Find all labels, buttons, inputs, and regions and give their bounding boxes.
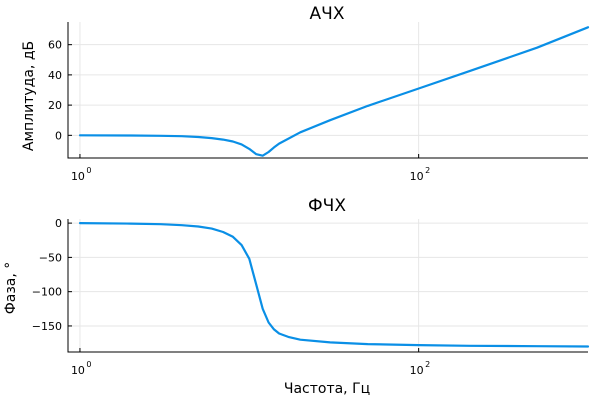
magnitude-y-ticks: 0 20 40 60 bbox=[48, 39, 72, 142]
magnitude-y-tick-label: 20 bbox=[48, 99, 62, 112]
phase-x-tick-exponent: 2 bbox=[425, 360, 430, 369]
magnitude-y-axis-label: Амплитуда, дБ bbox=[21, 41, 37, 151]
phase-series-line bbox=[78, 222, 590, 348]
phase-x-ticks: 10 0 10 2 bbox=[71, 348, 430, 377]
phase-y-tick-label: 0 bbox=[55, 217, 62, 230]
phase-panel: ФЧХ Фаза, ° Частота, Гц 10 0 10 2 0−50−100−… bbox=[3, 196, 590, 397]
phase-y-ticks: 0 −50 −100 −150 bbox=[32, 217, 72, 333]
phase-x-tick-label: 10 bbox=[71, 364, 85, 377]
magnitude-y-tick-label: 40 bbox=[48, 69, 62, 82]
phase-y-tick-label: −100 bbox=[32, 286, 62, 299]
phase-x-tick-exponent: 0 bbox=[86, 360, 91, 369]
magnitude-axes-frame bbox=[67, 22, 588, 159]
phase-y-axis-label: Фаза, ° bbox=[3, 262, 19, 315]
magnitude-x-tick-exponent: 2 bbox=[425, 166, 430, 175]
phase-x-axis-label: Частота, Гц bbox=[284, 381, 370, 397]
phase-series bbox=[78, 222, 590, 348]
magnitude-y-tick-label: 0 bbox=[55, 129, 62, 142]
phase-x-tick-label: 10 bbox=[410, 364, 424, 377]
phase-axes-frame bbox=[67, 219, 588, 353]
phase-title: ФЧХ bbox=[308, 196, 346, 216]
magnitude-x-ticks: 10 0 10 2 bbox=[71, 154, 430, 183]
phase-y-tick-label: −50 bbox=[39, 251, 62, 264]
magnitude-y-tick-label: 60 bbox=[48, 39, 62, 52]
magnitude-series-line bbox=[78, 26, 590, 157]
magnitude-series bbox=[78, 26, 590, 157]
phase-gridlines bbox=[68, 219, 588, 352]
magnitude-gridlines bbox=[68, 22, 588, 158]
magnitude-x-tick-label: 10 bbox=[410, 170, 424, 183]
magnitude-x-tick-label: 10 bbox=[71, 170, 85, 183]
magnitude-title: АЧХ bbox=[310, 4, 345, 24]
magnitude-x-tick-exponent: 0 bbox=[86, 166, 91, 175]
phase-y-tick-label: −150 bbox=[32, 320, 62, 333]
